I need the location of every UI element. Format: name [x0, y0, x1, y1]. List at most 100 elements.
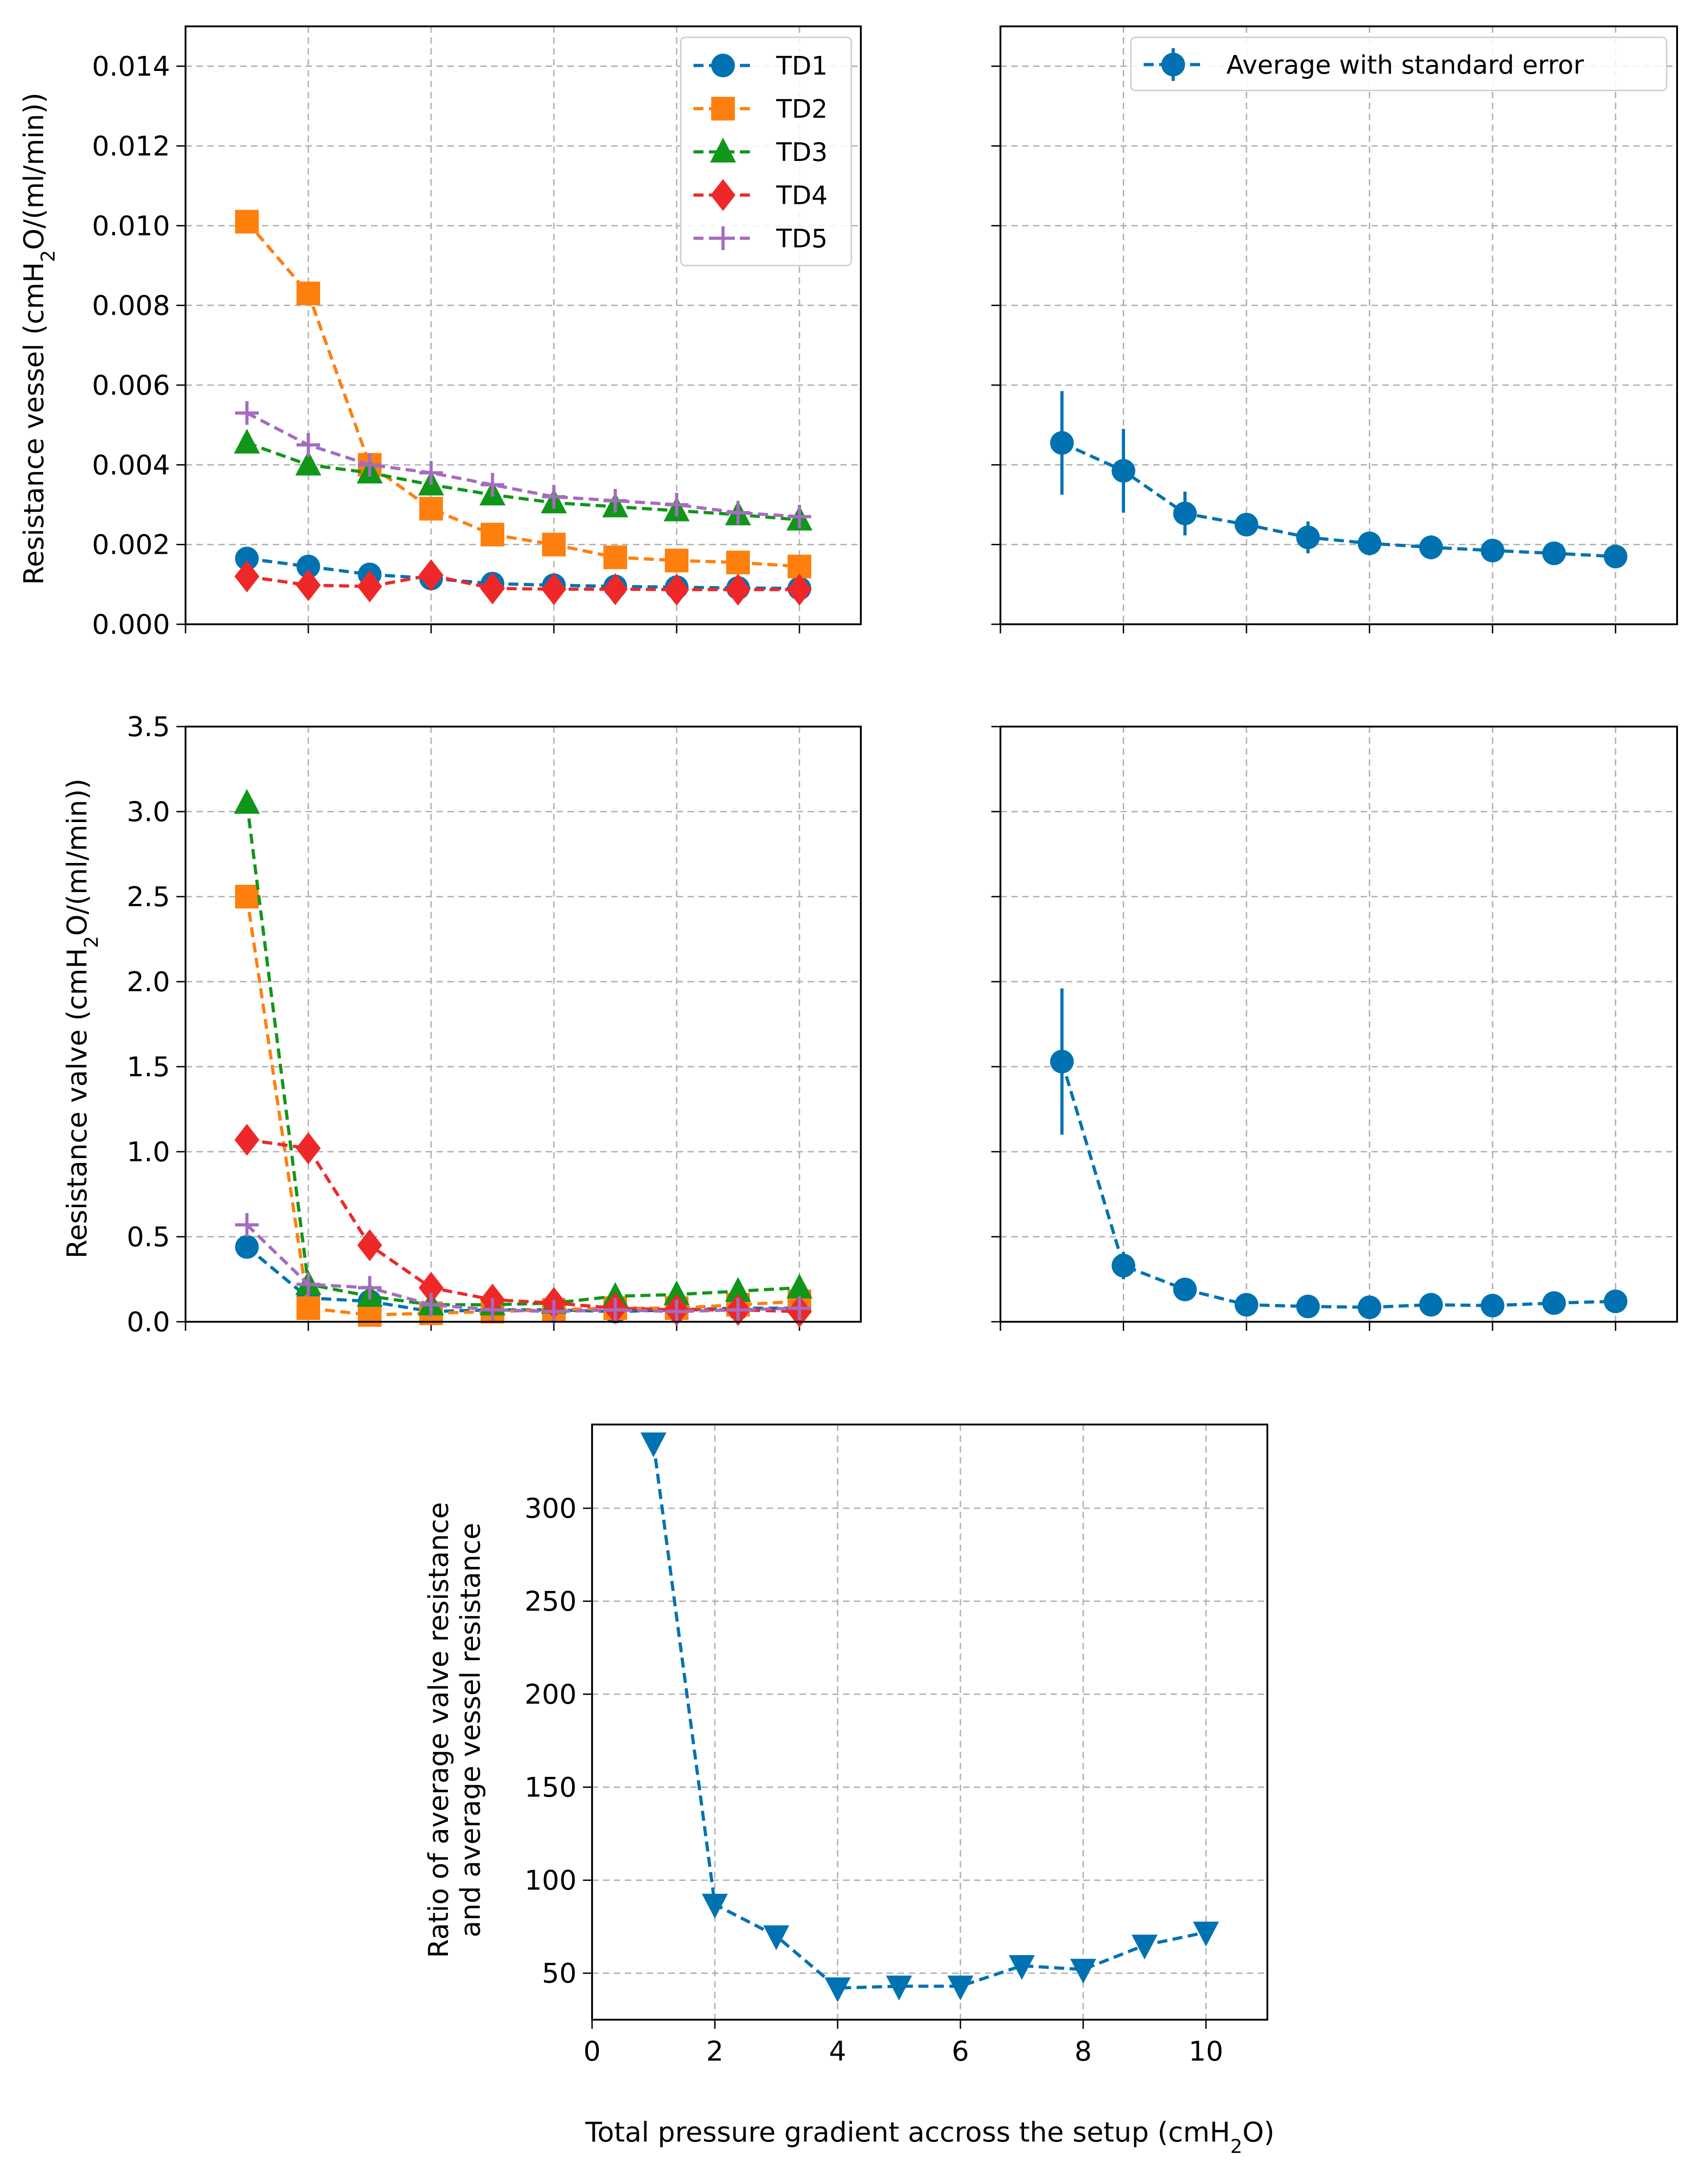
- legend-label: TD1: [776, 51, 828, 81]
- data-point: [1009, 1955, 1035, 1980]
- valve-ylabel-sub: 2: [80, 936, 102, 948]
- data-point: [234, 1124, 260, 1156]
- ratio-xlabel-sub: 2: [1230, 2135, 1242, 2157]
- vessel-ytick-label: 0.002: [92, 529, 170, 561]
- valve-series-td2: [235, 885, 811, 1327]
- data-point: [481, 473, 504, 497]
- chart-ratio: 50 100 150 200 250 300 0 2 4 6 8 10: [524, 1424, 1268, 2067]
- data-point: [1542, 541, 1566, 565]
- series-line: [246, 441, 800, 522]
- data-point: [726, 1298, 750, 1322]
- data-point: [1050, 431, 1074, 455]
- vessel-frame: [185, 25, 862, 625]
- data-point: [1235, 512, 1259, 537]
- legend-marker: [710, 137, 736, 163]
- data-point: [788, 505, 811, 529]
- vessel-ylabel-pre: Resistance vessel (cmH: [18, 262, 50, 585]
- vessel-ytick-label: 0.010: [92, 210, 170, 242]
- chart-valve: 0.0 0.5 1.0 1.5 2.0 2.5 3.0 3.5: [127, 711, 862, 1338]
- valve-frame: [185, 726, 862, 1323]
- chart-vessel: 0.000 0.002 0.004 0.006 0.008 0.010 0.012 0.014…: [92, 25, 862, 641]
- data-point: [1296, 1294, 1320, 1319]
- ratio-ylabel-line1: Ratio of average valve resistance: [423, 1502, 455, 1958]
- data-point: [824, 1977, 851, 2002]
- valve-ytick-label: 0.5: [127, 1221, 170, 1253]
- data-point: [541, 573, 567, 605]
- data-point: [640, 1432, 667, 1458]
- vessel-ytick-label: 0.012: [92, 130, 170, 162]
- valve-ytick-label: 3.5: [127, 711, 170, 743]
- vessel-ytick-label: 0.006: [92, 370, 170, 401]
- legend-entry-td3: TD3: [693, 137, 828, 167]
- data-point: [1070, 1959, 1096, 1984]
- data-point: [296, 1272, 320, 1296]
- series-line: [1060, 1061, 1616, 1309]
- data-point: [1603, 544, 1628, 568]
- data-point: [1357, 1295, 1381, 1319]
- data-point: [1131, 1934, 1158, 1960]
- ratio-xtick-label: 2: [706, 2036, 723, 2067]
- data-point: [235, 401, 259, 425]
- data-point: [235, 885, 259, 908]
- chart-vessel_avg: Average with standard error: [991, 25, 1678, 633]
- legend-entry-td4: TD4: [693, 179, 828, 211]
- vessel-ylabel-sub: 2: [37, 250, 59, 262]
- data-point: [481, 522, 504, 547]
- legend-marker: [711, 54, 735, 77]
- vessel-legend: TD1 TD2 TD3 TD4 TD5: [680, 36, 852, 266]
- vessel-series-td4: [234, 559, 812, 606]
- vessel-ytick-label: 0.000: [92, 609, 170, 641]
- data-point: [886, 1975, 912, 2001]
- data-point: [235, 1213, 259, 1237]
- legend-marker: [711, 226, 735, 250]
- ratio-ytick-label: 50: [542, 1958, 577, 1990]
- data-point: [419, 497, 443, 521]
- data-point: [234, 428, 260, 454]
- data-point: [480, 572, 505, 605]
- chart-valve_avg: [991, 726, 1678, 1331]
- ratio-ytick-label: 150: [524, 1772, 577, 1804]
- ratio-ytick-label: 250: [524, 1586, 577, 1618]
- series-line: [246, 573, 799, 592]
- data-point: [235, 210, 259, 234]
- data-point: [358, 1276, 382, 1300]
- data-point: [1419, 1293, 1443, 1317]
- data-point: [603, 489, 627, 513]
- valve-series-td4: [234, 1124, 812, 1328]
- vessel_avg-grid: [991, 26, 1677, 633]
- vessel-ytick-label: 0.008: [92, 290, 170, 322]
- data-point: [663, 1280, 690, 1305]
- ratio-xlabel-pre: Total pressure gradient accross the setu…: [585, 2117, 1230, 2148]
- ratio-ytick-label: 300: [524, 1493, 577, 1525]
- data-point: [234, 560, 260, 592]
- vessel-ytick-label: 0.014: [92, 51, 170, 83]
- data-point: [418, 559, 444, 592]
- data-point: [788, 1296, 811, 1320]
- valve-ytick-label: 3.0: [127, 796, 170, 828]
- data-point: [1481, 1294, 1505, 1318]
- data-point: [1173, 1277, 1197, 1301]
- vessel-ytick-label: 0.004: [92, 449, 170, 481]
- data-point: [603, 573, 628, 605]
- data-point: [665, 548, 688, 572]
- series-line: [652, 1443, 1206, 1990]
- vessel_avg-series-average-with-standard-error: [1050, 391, 1628, 568]
- data-point: [419, 461, 443, 485]
- legend-entry-td1: TD1: [693, 51, 828, 81]
- valve-ytick-label: 1.5: [127, 1051, 170, 1083]
- data-point: [1111, 1254, 1135, 1278]
- data-point: [726, 551, 750, 575]
- data-point: [1296, 525, 1320, 549]
- series-line: [246, 557, 800, 590]
- data-point: [664, 573, 689, 606]
- valve-ytick-label: 2.0: [127, 966, 170, 998]
- data-point: [1050, 1049, 1074, 1073]
- ratio-series-ratio: [640, 1432, 1219, 2002]
- vessel-ylabel-post: O/(ml/min)): [18, 93, 50, 250]
- ratio-ytick-label: 100: [524, 1865, 577, 1896]
- data-point: [419, 1293, 443, 1317]
- valve_avg-frame: [1000, 726, 1678, 1323]
- valve_avg-grid: [991, 726, 1677, 1331]
- data-point: [702, 1893, 728, 1919]
- data-point: [603, 1298, 627, 1322]
